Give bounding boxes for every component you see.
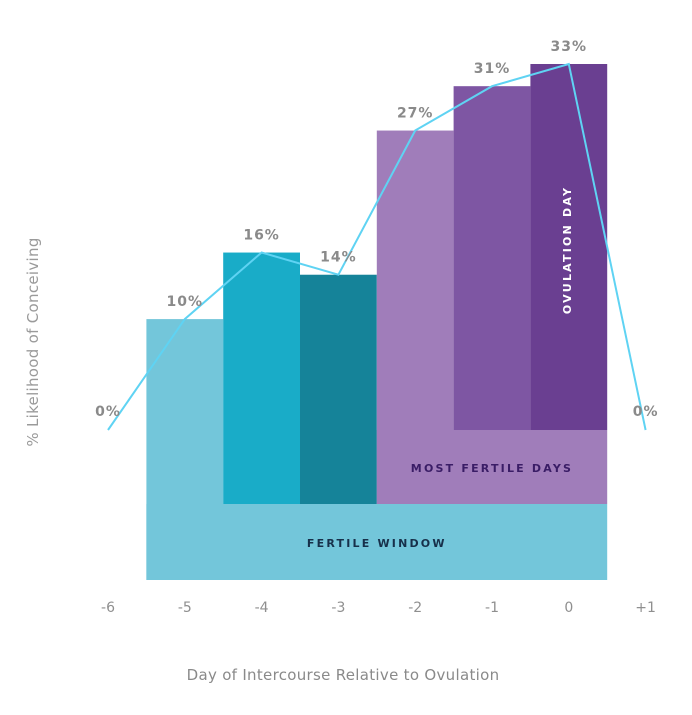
x-tick--4: -4 [255,600,269,616]
bar-0 [530,64,608,430]
x-tick-0: 0 [564,600,573,616]
data-label--3: 14% [320,250,357,266]
region-label-1: MOST FERTILE DAYS [411,462,573,475]
bars [146,64,608,580]
x-tick--3: -3 [331,600,345,616]
data-label--4: 16% [243,228,280,244]
x-tick--5: -5 [178,600,192,616]
likelihood-line [107,62,647,431]
data-label--1: 31% [474,61,511,77]
bar--3 [300,274,377,504]
data-label--2: 27% [397,106,434,122]
x-tick-labels: -6 -5 -4 -3 -2 -1 0 +1 [101,600,656,616]
x-tick--6: -6 [101,600,115,616]
data-label-0: 33% [551,39,588,55]
bar--5 [146,319,224,580]
bar--1 [453,86,531,430]
x-tick-+1: +1 [635,600,656,616]
region-label-0: FERTILE WINDOW [307,537,447,550]
data-labels: 0% 10% 16% 14% 27% 31% 33% 0% [95,39,659,420]
data-label--6: 0% [95,404,121,420]
y-axis-title: % Likelihood of Conceiving [24,237,42,446]
data-label--5: 10% [167,294,204,310]
x-tick--2: -2 [408,600,422,616]
region-labels: FERTILE WINDOW MOST FERTILE DAYS OVULATION… [307,186,574,550]
bar--4 [223,252,300,504]
x-tick--1: -1 [485,600,499,616]
region-label-2: OVULATION DAY [561,186,574,314]
bar--2 [376,130,454,504]
data-label-+1: 0% [633,404,659,420]
x-axis-title: Day of Intercourse Relative to Ovulation [187,666,500,684]
